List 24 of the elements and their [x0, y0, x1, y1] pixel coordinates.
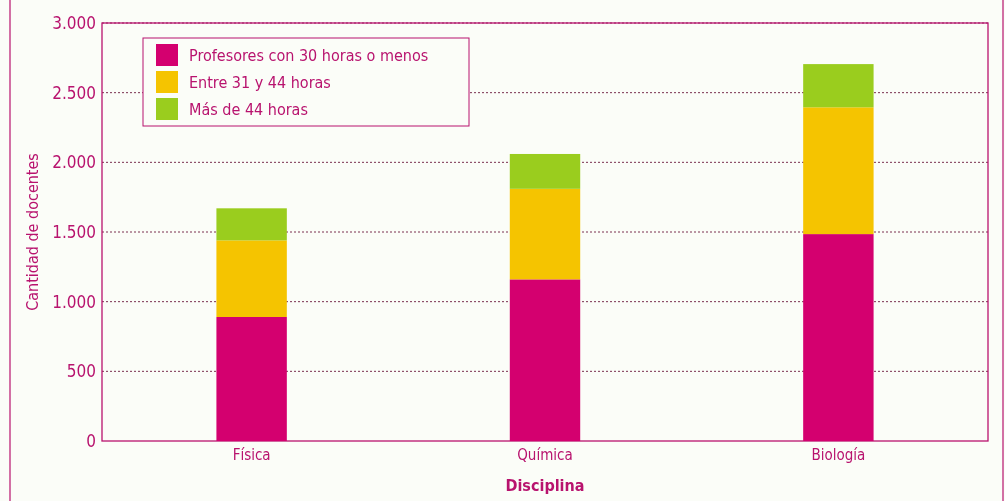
y-tick-label: 500: [66, 361, 96, 382]
legend-label: Profesores con 30 horas o menos: [189, 45, 429, 65]
bar: [509, 279, 581, 441]
y-tick-label: 0: [86, 430, 96, 451]
y-axis-title: Cantidad de docentes: [23, 153, 42, 311]
y-tick-label: 2.000: [52, 152, 96, 173]
bar: [509, 188, 581, 280]
legend-label: Más de 44 horas: [189, 99, 308, 119]
y-tick-label: 3.000: [52, 12, 96, 33]
bar: [216, 208, 287, 241]
bar: [216, 316, 287, 441]
x-tick-label: Química: [517, 446, 573, 464]
x-tick-label: Biología: [811, 446, 866, 464]
bar: [216, 240, 287, 317]
y-tick-label: 1.000: [52, 291, 96, 312]
bar: [803, 107, 874, 235]
bar: [509, 153, 581, 189]
y-tick-label: 2.500: [52, 82, 96, 103]
bar: [803, 234, 874, 441]
x-tick-label: Física: [232, 446, 271, 464]
x-axis-title: Disciplina: [505, 476, 585, 495]
legend-label: Entre 31 y 44 horas: [189, 72, 331, 92]
bar: [803, 64, 874, 108]
y-tick-label: 1.500: [52, 221, 96, 242]
